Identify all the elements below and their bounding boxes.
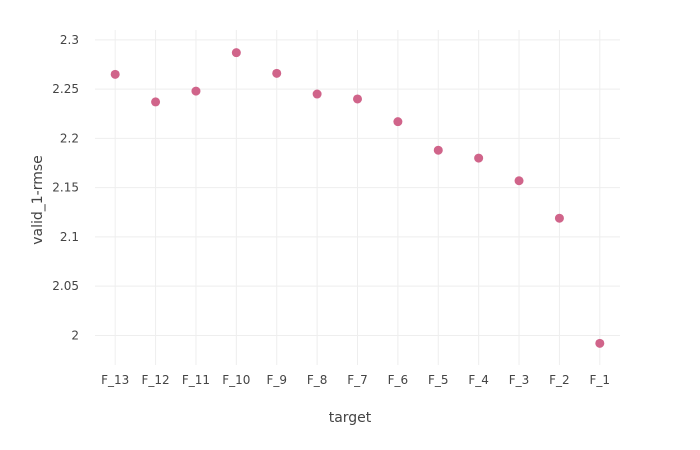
data-point [554,213,564,223]
x-tick-label: F_5 [428,373,449,387]
y-tick-label: 2.1 [60,230,79,244]
x-tick-label: F_3 [509,373,530,387]
x-tick-label: F_4 [468,373,489,387]
data-point [272,68,282,78]
x-tick-label: F_1 [590,373,611,387]
y-tick-label: 2 [71,328,79,342]
y-tick-label: 2.25 [52,82,79,96]
x-axis-title: target [329,410,372,426]
data-point [151,97,161,107]
data-points [110,48,605,348]
x-tick-label: F_6 [388,373,409,387]
y-tick-label: 2.15 [52,181,79,195]
data-point [110,69,120,79]
x-tick-label: F_11 [182,373,210,387]
data-point [595,338,605,348]
data-point [353,94,362,104]
grid-layer [95,30,620,365]
y-tick-label: 2.05 [52,279,79,293]
y-axis-title: valid_1-rmse [30,155,46,245]
y-tick-label: 2.3 [60,33,79,47]
x-tick-label: F_8 [307,373,328,387]
x-tick-label: F_10 [222,373,250,387]
data-point [393,117,403,127]
data-point [474,153,484,163]
data-point [191,86,201,96]
y-tick-label: 2.2 [60,131,79,145]
data-point [312,89,322,99]
x-tick-label: F_7 [347,373,368,387]
x-tick-labels: F_13 F_12 F_11 F_10 F_9 F_8 F_7 F_6 F_5 F_4 F_3 F_2… [101,373,610,387]
x-tick-label: F_2 [549,373,570,387]
x-tick-label: F_12 [141,373,169,387]
data-point [231,48,241,58]
x-tick-label: F_9 [266,373,287,387]
x-tick-label: F_13 [101,373,129,387]
y-tick-labels: 2 2.05 2.1 2.15 2.2 2.25 2.3 [52,33,79,343]
data-point [514,176,524,186]
data-point [433,145,443,155]
